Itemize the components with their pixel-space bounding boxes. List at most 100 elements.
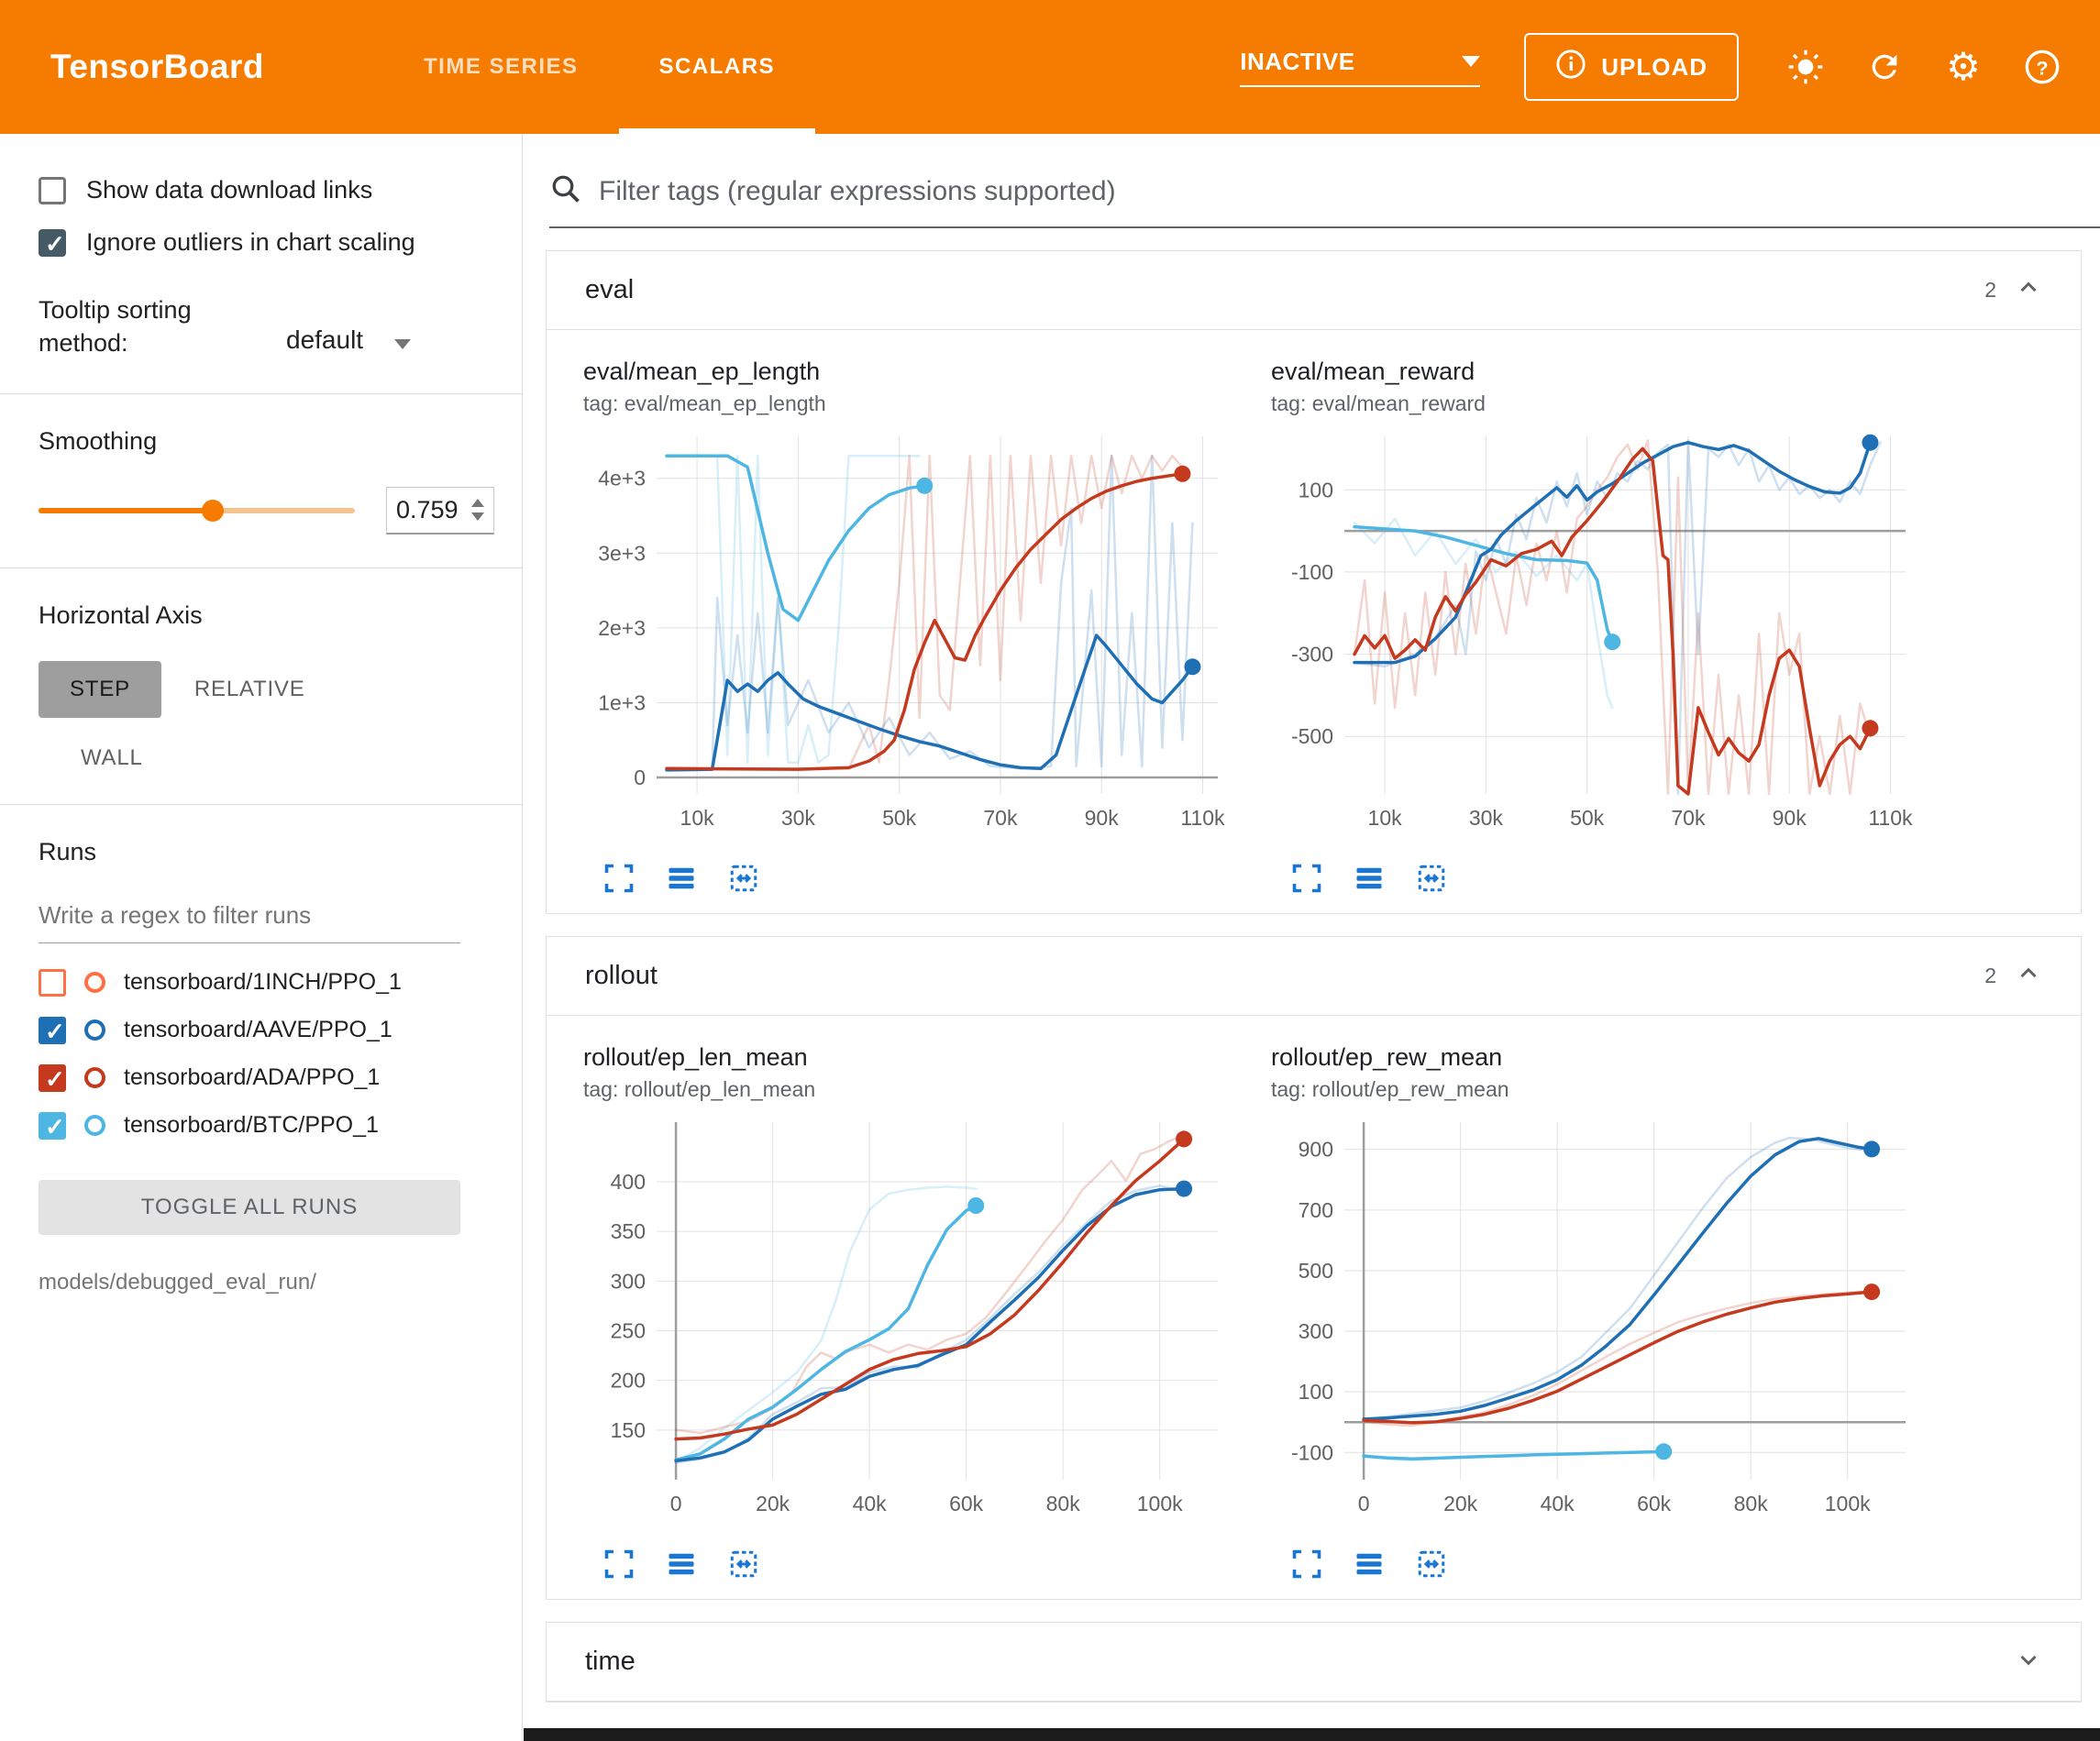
svg-text:30k: 30k (1469, 806, 1504, 830)
chevron-up-icon[interactable] (2015, 960, 2042, 992)
expand-chart-icon[interactable] (1289, 1548, 1324, 1582)
app-title: TensorBoard (50, 48, 265, 85)
section-name: time (585, 1647, 636, 1676)
smoothing-value-input[interactable]: 0.759 (386, 486, 494, 534)
tab-scalars[interactable]: SCALARS (618, 0, 816, 134)
section-header-time[interactable]: time (547, 1623, 2081, 1702)
axis-wall-button[interactable]: WALL (81, 744, 143, 770)
line-chart[interactable]: 0 20k 40k 60k 80k 100k 150 200 250 300 350 400 (583, 1111, 1247, 1542)
fit-domain-icon[interactable] (1414, 1548, 1449, 1582)
fit-domain-icon[interactable] (726, 862, 761, 897)
line-chart[interactable]: 10k 30k 50k 70k 90k 110k 0 1e+3 2e+3 3e+3 4e+3 (583, 425, 1247, 856)
divider (0, 567, 522, 568)
line-chart[interactable]: 0 20k 40k 60k 80k 100k -100 100 300 500 700 900 (1271, 1111, 1935, 1542)
chart-title: rollout/ep_len_mean (583, 1043, 808, 1071)
run-checkbox[interactable] (39, 1111, 66, 1141)
run-checkbox[interactable] (39, 1063, 66, 1094)
svg-text:50k: 50k (882, 806, 917, 830)
chevron-up-icon[interactable] (2015, 274, 2042, 306)
app-header: TensorBoard TIME SERIES SCALARS INACTIVE… (0, 0, 2100, 134)
expand-chart-icon[interactable] (1289, 862, 1324, 897)
axis-relative-button[interactable]: RELATIVE (193, 676, 305, 701)
chevron-down-icon[interactable] (2015, 1646, 2042, 1678)
svg-text:70k: 70k (983, 806, 1018, 830)
slider-knob[interactable] (201, 499, 224, 522)
status-dropdown[interactable]: INACTIVE (1240, 48, 1481, 87)
run-color-ring (84, 1115, 105, 1137)
tag-filter-input[interactable] (599, 175, 2100, 207)
viewport-bottom-edge (524, 1728, 2100, 1741)
run-label: tensorboard/1INCH/PPO_1 (124, 969, 402, 996)
svg-text:10k: 10k (1368, 806, 1403, 830)
chart-title: eval/mean_ep_length (583, 358, 821, 385)
svg-text:300: 300 (1299, 1319, 1333, 1343)
section-header-eval[interactable]: eval 2 (547, 251, 2081, 330)
caret-down-icon (394, 338, 412, 349)
svg-text:300: 300 (611, 1269, 646, 1293)
tooltip-sorting-label: Tooltip sorting method: (39, 296, 192, 358)
line-chart[interactable]: 10k 30k 50k 70k 90k 110k 100 -100 -300 -500 (1271, 425, 1935, 856)
settings-gear-icon[interactable]: ⚙ (1946, 45, 1981, 88)
svg-text:2e+3: 2e+3 (598, 616, 646, 640)
runs-filter-input[interactable] (39, 897, 460, 943)
show-download-links-checkbox[interactable]: Show data download links (39, 176, 494, 204)
run-row-aave[interactable]: tensorboard/AAVE/PPO_1 (39, 1016, 494, 1046)
run-row-1inch[interactable]: tensorboard/1INCH/PPO_1 (39, 968, 494, 997)
tag-filter-bar (549, 172, 2100, 228)
refresh-icon[interactable] (1865, 48, 1904, 86)
number-stepper[interactable] (471, 499, 484, 522)
run-row-ada[interactable]: tensorboard/ADA/PPO_1 (39, 1063, 494, 1094)
checkbox-label: Ignore outliers in chart scaling (86, 228, 415, 256)
svg-text:700: 700 (1299, 1198, 1333, 1222)
run-row-btc[interactable]: tensorboard/BTC/PPO_1 (39, 1111, 494, 1141)
upload-label: UPLOAD (1601, 52, 1708, 81)
search-icon (549, 172, 582, 210)
svg-text:80k: 80k (1734, 1492, 1769, 1515)
help-icon[interactable]: ? (2023, 48, 2061, 86)
svg-text:150: 150 (611, 1418, 646, 1442)
svg-text:80k: 80k (1046, 1492, 1081, 1515)
fit-domain-icon[interactable] (1414, 862, 1449, 897)
brightness-icon[interactable] (1786, 48, 1825, 86)
stepper-down-icon[interactable] (471, 512, 484, 522)
svg-text:60k: 60k (1637, 1492, 1672, 1515)
run-color-ring (84, 1067, 105, 1089)
tooltip-sorting-value: default (286, 325, 364, 354)
svg-text:100: 100 (1299, 478, 1333, 501)
svg-text:-100: -100 (1291, 560, 1333, 584)
chart-tag: tag: rollout/ep_rew_mean (1271, 1077, 1509, 1101)
data-table-icon[interactable] (664, 1548, 699, 1582)
stepper-up-icon[interactable] (471, 499, 484, 508)
smoothing-slider[interactable] (39, 499, 355, 522)
tooltip-sorting-dropdown[interactable]: default (286, 293, 412, 360)
tab-time-series[interactable]: TIME SERIES (424, 54, 579, 79)
chart-rollout-ep-len-mean: rollout/ep_len_mean tag: rollout/ep_len_… (583, 1043, 1253, 1582)
checkbox-checked-icon (39, 228, 66, 259)
axis-step-button[interactable]: STEP (39, 660, 161, 718)
upload-button[interactable]: UPLOAD (1524, 33, 1739, 101)
section-card-eval: eval 2 eval/mean_ep_length tag: eval/mea… (546, 250, 2082, 914)
fit-domain-icon[interactable] (726, 1548, 761, 1582)
expand-chart-icon[interactable] (602, 1548, 636, 1582)
run-checkbox[interactable] (39, 1016, 66, 1046)
data-table-icon[interactable] (1352, 1548, 1387, 1582)
data-table-icon[interactable] (1352, 862, 1387, 897)
expand-chart-icon[interactable] (602, 862, 636, 897)
svg-text:-500: -500 (1291, 724, 1333, 748)
slider-fill (39, 507, 213, 513)
chart-rollout-ep-rew-mean: rollout/ep_rew_mean tag: rollout/ep_rew_… (1271, 1043, 1940, 1582)
info-icon (1555, 49, 1586, 86)
settings-sidebar: Show data download links Ignore outliers… (0, 134, 523, 1741)
svg-text:0: 0 (634, 766, 646, 789)
run-checkbox[interactable] (39, 968, 66, 997)
toggle-all-runs-button[interactable]: TOGGLE ALL RUNS (39, 1179, 460, 1235)
svg-text:90k: 90k (1085, 806, 1120, 830)
section-header-rollout[interactable]: rollout 2 (547, 937, 2081, 1016)
ignore-outliers-checkbox[interactable]: Ignore outliers in chart scaling (39, 228, 494, 259)
svg-text:40k: 40k (1541, 1492, 1575, 1515)
section-name: eval (585, 275, 635, 304)
svg-text:250: 250 (611, 1319, 646, 1343)
data-table-icon[interactable] (664, 862, 699, 897)
svg-text:100k: 100k (1137, 1492, 1183, 1515)
chart-tag: tag: eval/mean_reward (1271, 391, 1486, 415)
